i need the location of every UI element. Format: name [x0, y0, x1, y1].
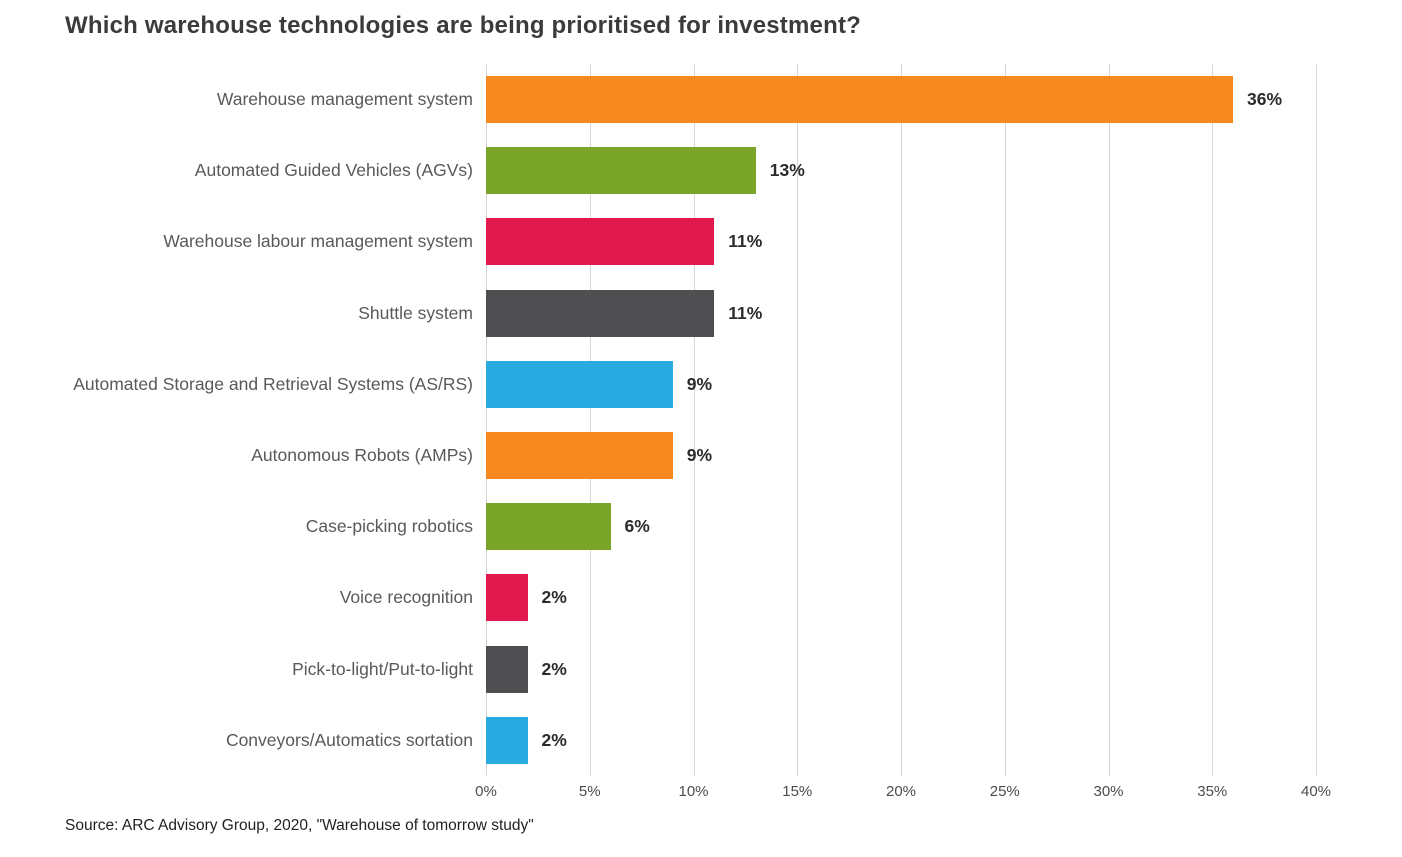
value-label: 6%	[624, 516, 650, 537]
x-tick-label: 5%	[578, 783, 601, 800]
category-label: Voice recognition	[339, 587, 473, 608]
bar-row: Voice recognition 2%	[340, 562, 1316, 633]
bar	[486, 76, 1233, 124]
bar-row: Automated Guided Vehicles (AGVs) 13%	[195, 135, 1316, 206]
category-label: Pick-to-light/Put-to-light	[292, 658, 473, 679]
bar-row: Warehouse labour management system 11%	[163, 206, 1316, 277]
category-label: Warehouse management system	[216, 89, 473, 110]
chart-title: Which warehouse technologies are being p…	[65, 12, 862, 39]
value-label: 11%	[728, 231, 763, 252]
bar-row: Automated Storage and Retrieval Systems …	[73, 349, 1316, 420]
bar	[486, 503, 611, 551]
value-label: 2%	[541, 729, 567, 750]
category-label: Shuttle system	[358, 302, 473, 323]
source-note: Source: ARC Advisory Group, 2020, "Wareh…	[65, 817, 534, 834]
category-label: Autonomous Robots (AMPs)	[251, 445, 473, 466]
bar	[486, 716, 528, 764]
gridline	[693, 64, 695, 776]
x-tick-label: 35%	[1197, 783, 1228, 800]
bar-row: Warehouse management system 36%	[217, 64, 1316, 135]
x-tick-label: 10%	[678, 783, 709, 800]
gridline	[1108, 64, 1110, 776]
bar	[486, 432, 673, 480]
value-label: 13%	[769, 160, 805, 181]
value-label: 11%	[728, 302, 763, 323]
category-label: Conveyors/Automatics sortation	[225, 729, 473, 750]
value-label: 2%	[541, 658, 567, 679]
bar-row: Conveyors/Automatics sortation 2%	[226, 705, 1316, 776]
gridline	[1316, 64, 1317, 776]
x-tick-label: 0%	[475, 783, 497, 800]
x-tick-label: 15%	[782, 783, 813, 800]
bar	[486, 147, 756, 195]
bar	[486, 574, 528, 622]
bar-row: Shuttle system 11%	[358, 278, 1316, 349]
category-label: Case-picking robotics	[305, 516, 473, 537]
x-tick-label: 25%	[989, 783, 1020, 800]
gridline	[486, 64, 487, 776]
bar	[486, 360, 673, 408]
gridline	[901, 64, 902, 776]
bar-row: Case-picking robotics 6%	[306, 491, 1316, 562]
x-axis: 0% 5% 10% 15% 20% 25% 30% 35% 40%	[475, 783, 1331, 805]
plot-area: Warehouse management system 36% Automated …	[73, 64, 1317, 776]
bar	[486, 289, 715, 337]
category-label: Warehouse labour management system	[163, 231, 473, 252]
x-tick-label: 40%	[1300, 783, 1332, 800]
category-label: Automated Guided Vehicles (AGVs)	[194, 160, 473, 181]
value-label: 2%	[541, 587, 567, 608]
bar-row: Autonomous Robots (AMPs) 9%	[251, 420, 1316, 491]
bar	[486, 645, 528, 693]
gridline	[1212, 64, 1214, 776]
value-label: 9%	[686, 373, 713, 394]
gridline	[797, 64, 799, 776]
x-tick-label: 30%	[1093, 783, 1124, 800]
value-label: 9%	[686, 445, 713, 466]
gridline	[589, 64, 591, 776]
category-label: Automated Storage and Retrieval Systems …	[73, 373, 473, 394]
bar-row: Pick-to-light/Put-to-light 2%	[292, 634, 1316, 705]
value-label: 36%	[1247, 89, 1283, 110]
bar	[486, 218, 715, 266]
x-tick-label: 20%	[885, 783, 917, 800]
gridline	[1004, 64, 1006, 776]
